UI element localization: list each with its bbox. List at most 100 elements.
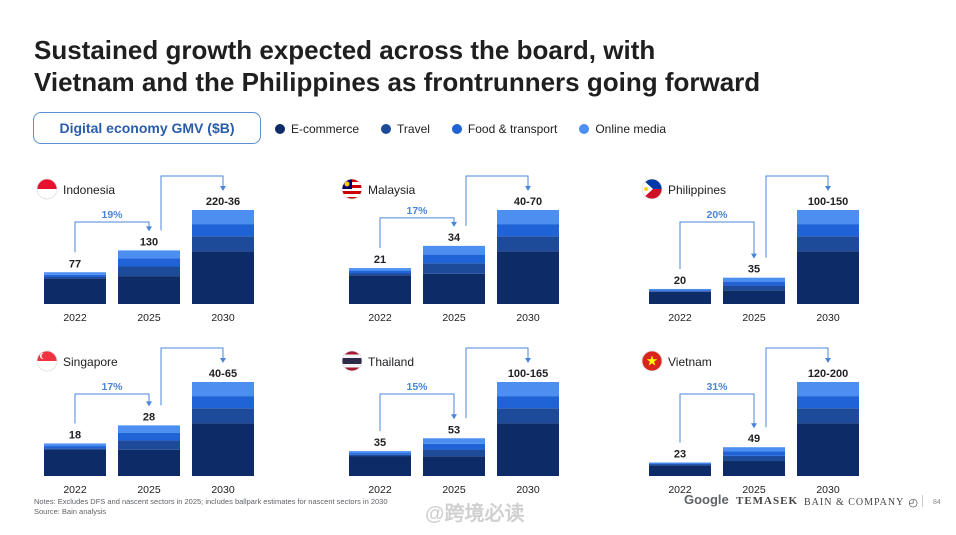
projection-arrowhead — [825, 186, 831, 191]
bar-segment-online-media — [723, 277, 785, 282]
watermark: @跨境必读 — [425, 503, 525, 525]
flag-border — [36, 350, 58, 372]
legend-label-ecommerce: E-commerce — [291, 122, 360, 136]
projection-arrowhead — [825, 358, 831, 363]
bar-value-label: 40-65 — [209, 368, 237, 380]
bar-value-label: 20 — [674, 275, 686, 287]
bar-segment-ecommerce — [423, 456, 485, 476]
category-label: 2022 — [63, 312, 87, 324]
legend-dot-online-media — [579, 124, 590, 134]
growth-arrowhead — [751, 253, 757, 259]
bar-value-label: 100-165 — [508, 368, 548, 380]
country-label: Philippines — [668, 183, 726, 197]
bar-segment-travel — [118, 266, 180, 277]
indonesia-flag-icon — [37, 179, 57, 199]
flag-star — [646, 355, 658, 366]
notes-line-1: Notes: Excludes DFS and nascent sectors … — [34, 497, 388, 506]
category-label: 2030 — [211, 312, 235, 324]
legend-item-food-transport: Food & transport — [451, 122, 558, 136]
category-label: 2025 — [137, 484, 161, 496]
bar-segment-food-transport — [797, 396, 859, 409]
growth-arrowhead — [451, 414, 457, 420]
projection-bracket — [765, 347, 829, 428]
legend-label-food-transport: Food & transport — [467, 122, 558, 136]
flag-white — [37, 361, 57, 371]
legend-dot-ecommerce — [275, 124, 285, 134]
bar-segment-travel — [649, 291, 711, 292]
projection-bracket — [465, 175, 529, 226]
projection-bracket — [160, 347, 224, 406]
philippines-flag-icon — [642, 179, 662, 199]
gmv-label-box: Digital economy GMV ($B) — [33, 112, 261, 144]
bar-value-label: 53 — [448, 424, 460, 436]
bar-segment-online-media — [192, 210, 254, 225]
flag-stripe — [342, 194, 362, 197]
bar-segment-online-media — [649, 462, 711, 464]
bar-segment-online-media — [497, 382, 559, 397]
bar-segment-online-media — [118, 250, 180, 259]
bar-value-label: 220-36 — [206, 196, 240, 208]
category-label: 2025 — [742, 312, 766, 324]
bar-segment-travel — [797, 408, 859, 424]
projection-arrowhead — [220, 186, 226, 191]
bar-segment-food-transport — [497, 224, 559, 237]
growth-arrowhead — [451, 221, 457, 227]
growth-label: 19% — [101, 209, 123, 221]
growth-bracket — [679, 221, 755, 269]
category-label: 2025 — [137, 312, 161, 324]
growth-bracket — [74, 221, 150, 253]
legend-label-online-media: Online media — [595, 122, 667, 136]
gmv-label: Digital economy GMV ($B) — [59, 120, 235, 136]
bar-segment-travel — [192, 408, 254, 424]
category-label: 2030 — [816, 484, 840, 496]
bar-segment-food-transport — [423, 443, 485, 450]
bar-segment-food-transport — [192, 396, 254, 409]
bar-segment-food-transport — [723, 451, 785, 456]
bar-segment-online-media — [44, 272, 106, 275]
bar-segment-ecommerce — [797, 251, 859, 304]
legend: E-commerce Travel Food & transport Onlin… — [275, 122, 666, 136]
bar-segment-travel — [44, 277, 106, 279]
bar-value-label: 34 — [448, 232, 461, 244]
chart-panel-singapore: Singapore 18 2022 28 2025 40-65 2030 17% — [36, 347, 254, 496]
projection-arrowhead — [525, 186, 531, 191]
legend-label-travel: Travel — [397, 122, 430, 136]
flag-stripe — [342, 197, 362, 199]
vietnam-flag-icon — [642, 351, 662, 371]
category-label: 2022 — [63, 484, 87, 496]
bar-segment-food-transport — [649, 463, 711, 465]
google-logo: Google — [684, 492, 729, 507]
bar-value-label: 100-150 — [808, 196, 848, 208]
bar-segment-online-media — [192, 382, 254, 397]
growth-label: 15% — [406, 381, 428, 393]
category-label: 2030 — [211, 484, 235, 496]
bar-segment-food-transport — [118, 258, 180, 267]
bar-segment-ecommerce — [723, 461, 785, 476]
malaysia-flag-icon — [342, 179, 362, 199]
bar-value-label: 130 — [140, 236, 158, 248]
flag-sun — [644, 187, 648, 191]
growth-label: 17% — [406, 205, 428, 217]
legend-item-travel: Travel — [381, 122, 430, 136]
category-label: 2030 — [516, 312, 540, 324]
notes-line-2: Source: Bain analysis — [34, 507, 107, 516]
title-line-2: Vietnam and the Philippines as frontrunn… — [34, 67, 761, 97]
bar-segment-online-media — [349, 451, 411, 454]
bar-segment-ecommerce — [423, 273, 485, 304]
bar-segment-food-transport — [497, 396, 559, 409]
growth-arrowhead — [146, 226, 152, 232]
bar-segment-ecommerce — [497, 423, 559, 476]
growth-bracket — [379, 393, 455, 432]
bar-segment-food-transport — [349, 453, 411, 455]
bar-segment-online-media — [118, 425, 180, 433]
bar-segment-online-media — [497, 210, 559, 225]
growth-label: 20% — [706, 209, 728, 221]
country-label: Indonesia — [63, 183, 115, 197]
bar-value-label: 77 — [69, 258, 81, 270]
chart-panel-malaysia: Malaysia 21 2022 34 2025 40-70 2030 17% — [341, 175, 559, 324]
bar-segment-ecommerce — [349, 456, 411, 476]
bain-logo-mark: ◴ — [908, 497, 919, 509]
bar-segment-online-media — [723, 447, 785, 452]
category-label: 2025 — [442, 484, 466, 496]
growth-bracket — [379, 217, 455, 249]
